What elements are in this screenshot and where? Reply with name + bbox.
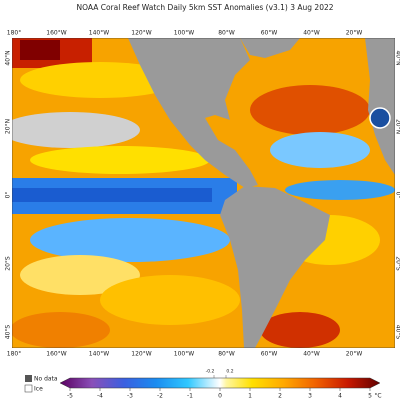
- lon-label: 180°: [7, 30, 21, 37]
- colorbar-tick-label: 0: [218, 393, 222, 400]
- ice-label: Ice: [34, 386, 43, 393]
- colorbar-tick-label: -2: [157, 393, 163, 400]
- colorbar-tick-label: 3: [308, 393, 312, 400]
- lon-label: 120°W: [131, 30, 151, 37]
- lon-label: 140°W: [89, 30, 109, 37]
- colorbar-tick-label: -5: [67, 393, 73, 400]
- lat-label: 20°N: [395, 119, 400, 134]
- colorbar-tick-label: 1: [248, 393, 252, 400]
- lon-label: 120°W: [131, 351, 151, 358]
- colorbar-tick-label: 5: [368, 393, 372, 400]
- lon-label: 100°W: [174, 30, 194, 37]
- lat-label: 0°: [5, 192, 12, 199]
- colorbar-tick-label: -3: [127, 393, 133, 400]
- lon-label: 80°W: [218, 351, 235, 358]
- colorbar-tick-label: -4: [97, 393, 103, 400]
- lat-label: 20°N: [5, 119, 12, 134]
- lon-label: 60°W: [261, 30, 278, 37]
- colorbar-minor-label: -0.2: [206, 369, 215, 375]
- no-data-label: No data: [34, 376, 58, 383]
- lat-label: 40°S: [395, 325, 400, 340]
- lon-label: 20°W: [346, 351, 363, 358]
- lat-label: 40°N: [5, 50, 12, 65]
- lon-label: 40°W: [303, 30, 320, 37]
- colorbar-tick-label: 4: [338, 393, 342, 400]
- colorbar: [60, 378, 380, 388]
- sst-map: [0, 38, 395, 348]
- lon-label: 160°W: [46, 30, 66, 37]
- colorbar-tick-label: 2: [278, 393, 282, 400]
- lon-label: 140°W: [89, 351, 109, 358]
- colorbar-tick-label: -1: [187, 393, 193, 400]
- lon-label: 40°W: [303, 351, 320, 358]
- no-data-swatch: [25, 375, 32, 382]
- title: NOAA Coral Reef Watch Daily 5km SST Anom…: [76, 3, 333, 12]
- lon-label: 100°W: [174, 351, 194, 358]
- ice-swatch: [25, 385, 32, 392]
- lat-label: 0°: [395, 192, 400, 199]
- lon-label: 20°W: [346, 30, 363, 37]
- lat-label: 40°S: [5, 325, 12, 340]
- lat-label: 40°N: [395, 50, 400, 65]
- lat-label: 20°S: [5, 256, 12, 271]
- colorbar-unit: °C: [374, 393, 381, 400]
- lon-label: 160°W: [46, 351, 66, 358]
- colorbar-minor-label: 0.2: [226, 369, 233, 375]
- lon-label: 180°: [7, 351, 21, 358]
- lon-label: 60°W: [261, 351, 278, 358]
- lon-label: 80°W: [218, 30, 235, 37]
- lat-label: 20°S: [395, 256, 400, 271]
